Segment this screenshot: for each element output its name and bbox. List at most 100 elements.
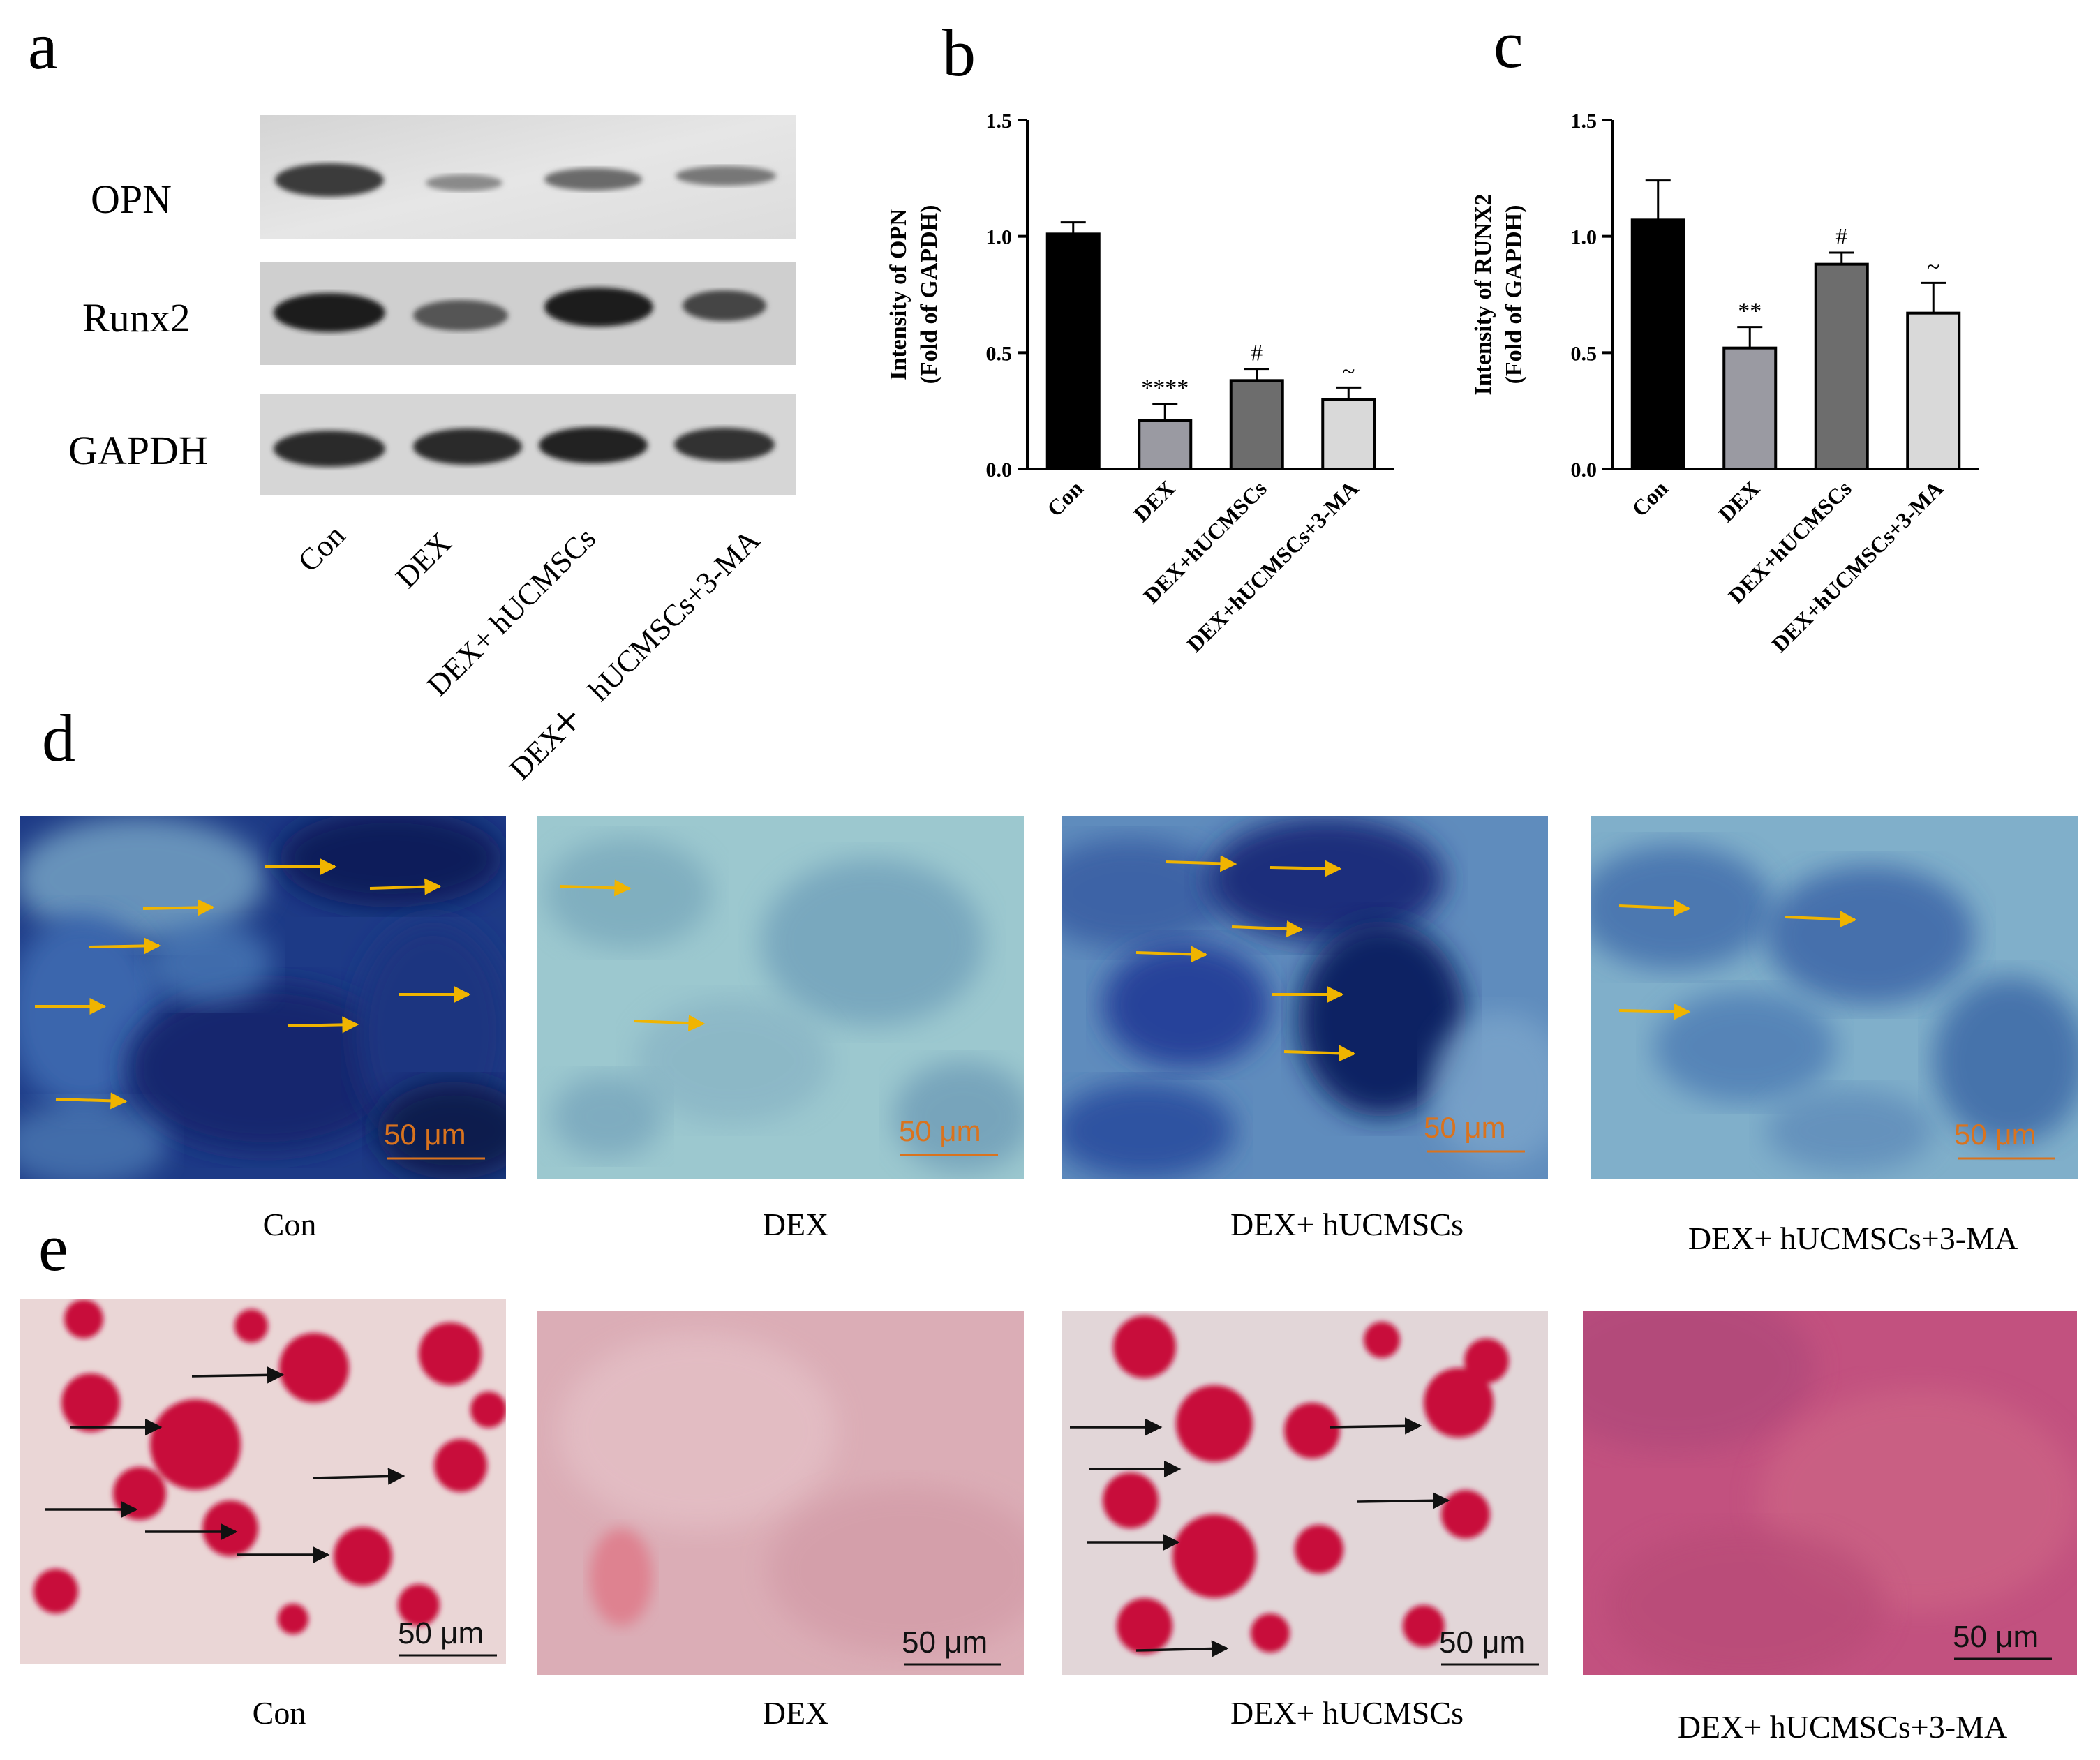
arrow [1165,855,1237,872]
blot-band [426,174,502,191]
arrow [1785,911,1857,928]
chart-runx2: 0.0 0.5 1.0 1.5 Intensity of RUNX2 (Fold of G… [1470,110,1979,657]
blot-band [683,290,766,321]
alp-image-dex [537,816,1024,1179]
y-tick-label: 0.0 [1571,458,1598,482]
ars-image-dex [537,1311,1024,1675]
chart-opn: 0.0 0.5 1.0 1.5 Intensity of OPN (Fold of GAP… [886,110,1394,657]
x-tick-label: Con [1627,475,1673,521]
arrow [1618,1003,1691,1020]
western-blot: OPN Runx2 GAPDH Con DEX DEX+ hUCMSCs DEX… [68,115,796,786]
panel-letter-d: d [42,701,75,775]
x-tick-label: DEX+hUCMSCs+3-MA [1766,475,1948,657]
significance-label: # [1251,341,1263,366]
x-tick-label: DEX [1129,475,1179,526]
y-axis-label: Intensity of RUNX2 [1470,194,1496,396]
y-axis-label: (Fold of GAPDH) [1501,205,1527,385]
bar [1722,346,1778,470]
x-tick-label: Con [1042,475,1088,521]
arrow [1135,946,1208,963]
ars-image-dex-hucmscs-3ma [1583,1311,2077,1675]
ars-arrows [45,1366,1450,1657]
blot-row-label-runx2: Runx2 [82,295,191,341]
bar [1321,398,1376,470]
blot-lane-label-dex-hucmscs-3ma: DEX + hUCMSCs+3-MA [502,523,766,786]
y-tick-label: 1.0 [986,226,1013,249]
alp-arrows [35,855,1857,1110]
scale-bar-label: 50 μm [1954,1118,2036,1151]
blot-lane-label-dex: DEX [389,525,458,595]
scale-bar-label: 50 μm [1424,1111,1506,1144]
blot-row-label-opn: OPN [91,177,172,222]
arrow [312,1468,405,1485]
alp-image-dex-hucmscs-3ma [1591,816,2078,1179]
alp-image-dex-hucmscs [1062,816,1548,1179]
arrow [287,1016,359,1034]
y-tick-label: 1.0 [1571,226,1598,249]
panel-letter-c: c [1494,7,1524,82]
x-tick-label: DEX+hUCMSCs+3-MA [1182,475,1363,657]
ars-label-con: Con [253,1695,306,1731]
ars-label-dex-hucmscs-3ma: DEX+ hUCMSCs+3-MA [1678,1709,2007,1745]
bar [1814,262,1869,470]
blot-band [413,300,508,331]
bar [1138,419,1193,470]
y-tick-label: 1.5 [1571,110,1598,133]
y-tick-label: 0.5 [1571,342,1598,365]
y-tick-label: 0.0 [986,458,1013,482]
arrow [1618,900,1691,917]
scale-bar-label: 50 μm [398,1616,484,1650]
arrow [142,899,215,916]
significance-label: # [1835,224,1847,250]
ars-image-con [20,1299,506,1664]
scale-bar-label: 50 μm [384,1118,466,1151]
blot-lane-label-con: Con [291,519,352,579]
alp-label-dex: DEX [763,1207,829,1242]
arrow [1357,1492,1450,1509]
bar [1045,232,1101,470]
scale-bar-label: 50 μm [1953,1620,2039,1654]
panel-letter-a: a [28,8,58,83]
bar [1906,311,1961,470]
arrow [633,1015,706,1032]
y-axis-label: (Fold of GAPDH) [916,205,942,385]
alp-scale-bars: 50 μm 50 μm 50 μm 50 μm [384,1111,2055,1160]
arrow [1135,1640,1229,1657]
ars-label-dex: DEX [763,1695,829,1731]
arrow [89,937,161,955]
blot-band [274,293,385,332]
blot-band [413,428,522,465]
panel-letter-e: e [38,1210,68,1285]
y-axis-label: Intensity of OPN [886,209,911,380]
arrow [559,879,632,897]
arrow [1231,920,1304,938]
panel-letter-b: b [942,15,976,90]
ars-image-dex-hucmscs [1062,1311,1548,1675]
ars-scale-bars: 50 μm 50 μm 50 μm 50 μm [398,1616,2052,1666]
ars-label-dex-hucmscs: DEX+ hUCMSCs [1230,1695,1464,1731]
significance-label: ** [1738,299,1762,325]
blot-band [544,288,653,327]
arrow [1329,1417,1422,1435]
scale-bar-label: 50 μm [899,1114,981,1147]
alp-image-con [20,816,506,1179]
scale-bar-label: 50 μm [1439,1625,1525,1660]
x-tick-label: DEX [1713,475,1764,526]
arrow [369,878,442,895]
y-tick-label: 0.5 [986,342,1013,365]
bar [1229,379,1284,470]
arrow [191,1366,285,1384]
alp-label-dex-hucmscs-3ma: DEX+ hUCMSCs+3-MA [1688,1221,2018,1256]
arrow [1283,1045,1356,1062]
bar [1630,218,1685,470]
alp-label-dex-hucmscs: DEX+ hUCMSCs [1230,1207,1464,1242]
significance-label: **** [1141,375,1189,401]
blot-band [539,427,648,463]
arrow [1269,860,1342,877]
significance-label: ~ [1342,359,1355,385]
blot-band [544,168,642,191]
significance-label: ~ [1927,254,1939,280]
y-tick-label: 1.5 [986,110,1013,133]
